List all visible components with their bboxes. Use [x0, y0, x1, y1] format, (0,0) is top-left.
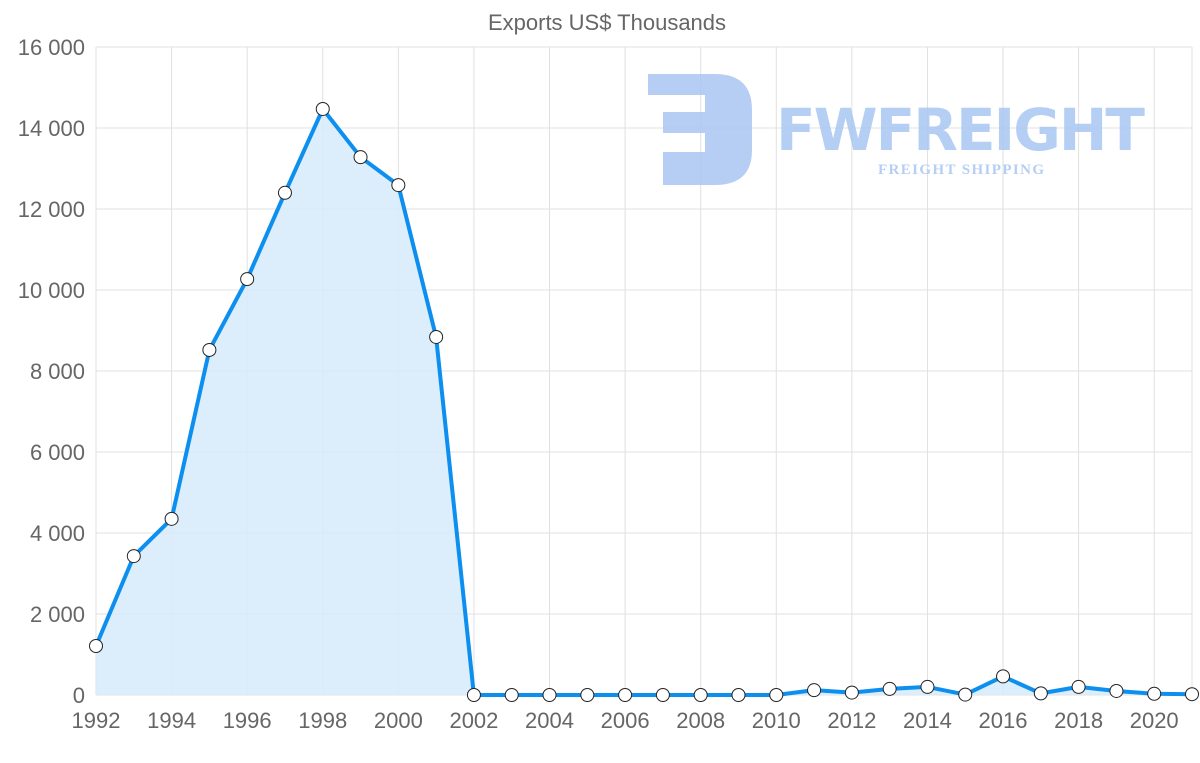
y-tick-label: 16 000	[18, 35, 85, 60]
data-point	[769, 688, 784, 702]
watermark-logo: FWFREIGHT FREIGHT SHIPPING	[648, 74, 1146, 185]
x-tick-label: 2020	[1130, 708, 1179, 733]
y-tick-label: 8 000	[30, 359, 85, 384]
series-area	[96, 109, 1192, 695]
watermark-tagline: FREIGHT SHIPPING	[878, 162, 1044, 178]
x-tick-label: 2018	[1054, 708, 1103, 733]
data-point	[315, 101, 330, 116]
data-point	[89, 638, 103, 653]
data-point	[1033, 686, 1048, 701]
y-tick-label: 10 000	[18, 278, 85, 303]
x-tick-label: 2016	[979, 708, 1028, 733]
x-tick-label: 2006	[601, 708, 650, 733]
chart-title: Exports US$ Thousands	[488, 10, 726, 35]
x-tick-label: 2002	[449, 708, 498, 733]
x-tick-label: 1992	[72, 708, 121, 733]
x-tick-label: 1996	[223, 708, 272, 733]
data-point	[693, 688, 708, 702]
data-point	[391, 178, 406, 193]
data-point	[126, 549, 141, 564]
y-tick-label: 12 000	[18, 197, 85, 222]
data-point	[353, 150, 368, 165]
data-point	[844, 685, 859, 700]
x-tick-label: 1994	[147, 708, 196, 733]
y-axis: 0 2 000 4 000 6 000 8 000 10 000 12 000 14 000 1…	[18, 35, 85, 708]
data-point	[882, 681, 897, 696]
data-point	[1147, 686, 1162, 701]
watermark-brand: FWFREIGHT	[776, 96, 1146, 164]
data-point	[655, 688, 670, 702]
data-point	[277, 185, 292, 200]
logo-mark-icon	[648, 74, 752, 185]
y-tick-label: 0	[73, 683, 85, 708]
y-tick-label: 4 000	[30, 521, 85, 546]
data-point	[202, 342, 217, 357]
x-tick-label: 2012	[827, 708, 876, 733]
data-point	[807, 683, 822, 698]
data-point	[429, 329, 444, 344]
data-point	[958, 687, 973, 702]
y-tick-label: 14 000	[18, 116, 85, 141]
data-point	[542, 688, 557, 702]
data-point	[504, 688, 519, 702]
data-point	[164, 511, 179, 526]
y-tick-label: 2 000	[30, 602, 85, 627]
data-point	[466, 688, 481, 702]
x-tick-label: 2004	[525, 708, 574, 733]
x-tick-label: 2010	[752, 708, 801, 733]
data-point	[240, 272, 255, 287]
data-point	[1109, 683, 1124, 698]
data-point	[920, 679, 935, 694]
data-point	[1185, 687, 1199, 702]
data-point	[1071, 679, 1086, 694]
data-point	[580, 688, 595, 702]
data-point	[618, 688, 633, 702]
series-points	[89, 101, 1199, 702]
x-tick-label: 2000	[374, 708, 423, 733]
x-axis: 1992 1994 1996 1998 2000 2002 2004 2006 2008 2010…	[72, 708, 1179, 733]
x-tick-label: 1998	[298, 708, 347, 733]
y-tick-label: 6 000	[30, 440, 85, 465]
data-point	[731, 688, 746, 702]
x-tick-label: 2008	[676, 708, 725, 733]
x-tick-label: 2014	[903, 708, 952, 733]
data-point	[996, 669, 1011, 684]
